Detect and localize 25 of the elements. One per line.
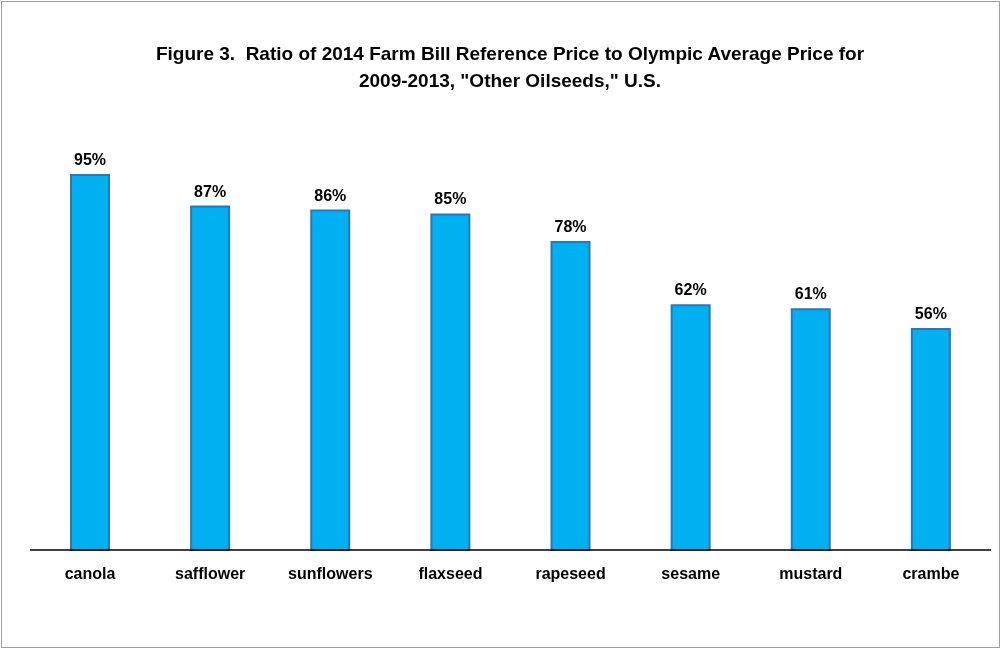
chart-title: Figure 3. Ratio of 2014 Farm Bill Reference Price to Olympic Average Price for 2009-2013, "Other Oilseeds," U.S. [154, 42, 866, 93]
data-label: 95% [73, 151, 107, 168]
x-tick-label: canola [64, 565, 116, 583]
bar [70, 174, 110, 551]
x-tick-label: safflower [175, 565, 246, 583]
bar [310, 209, 351, 551]
data-label: 85% [434, 190, 467, 208]
data-label: 56% [914, 304, 947, 322]
bar [790, 308, 831, 551]
bar [550, 241, 591, 551]
data-label: 62% [674, 281, 707, 299]
bar [910, 327, 951, 551]
x-tick-label: mustard [779, 565, 843, 583]
x-tick-label: rapeseed [535, 565, 606, 583]
bar [670, 304, 711, 551]
x-tick-label: sunflowers [288, 565, 373, 583]
data-label: 86% [314, 186, 347, 204]
x-tick-label: sesame [661, 565, 721, 583]
bar [190, 205, 231, 551]
data-label: 87% [194, 182, 227, 200]
x-tick-label: crambe [902, 565, 960, 583]
data-label: 61% [794, 285, 827, 303]
data-label: 78% [554, 218, 587, 236]
bar [430, 213, 471, 551]
x-tick-label: flaxseed [418, 565, 483, 583]
